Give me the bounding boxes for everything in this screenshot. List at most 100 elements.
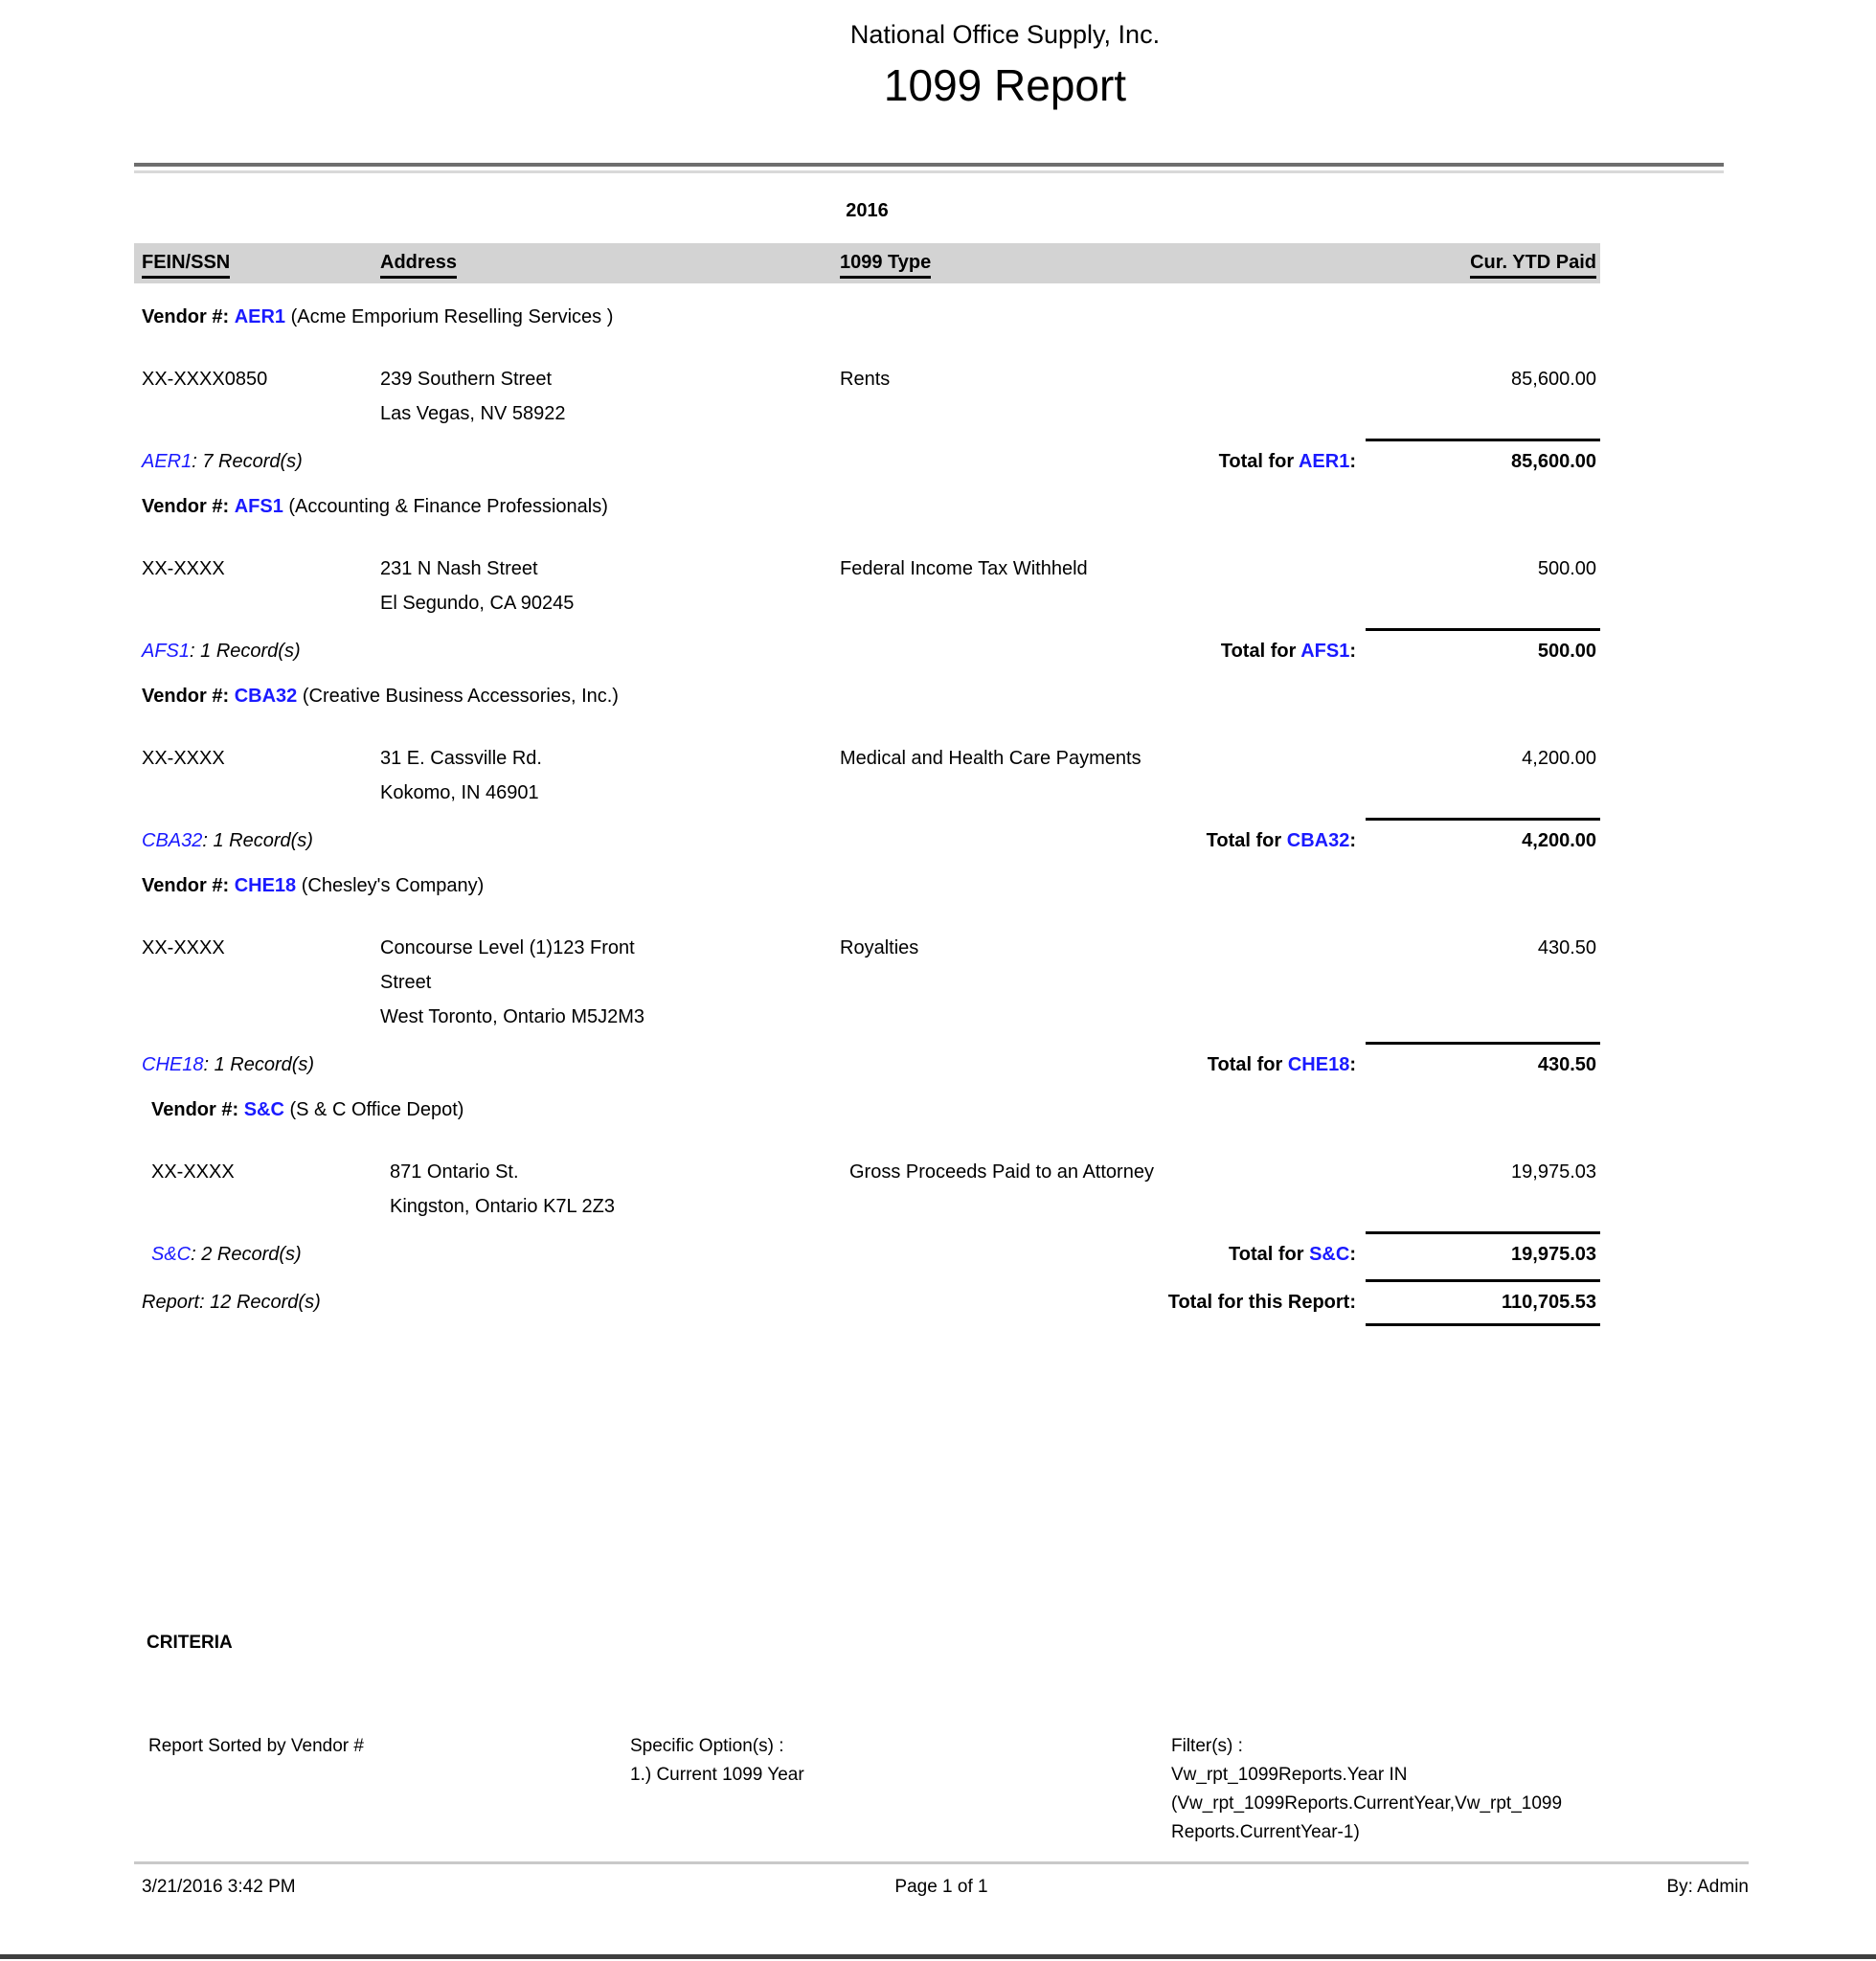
footer-divider [134, 1861, 1749, 1864]
title-divider [134, 163, 1724, 173]
report-totals-row: Report: 12 Record(s) Total for this Repo… [134, 1279, 1600, 1326]
footer-page-number: Page 1 of 1 [894, 1877, 988, 1897]
cell-fein: XX-XXXX [142, 558, 225, 579]
cell-amount: 430.50 [1537, 937, 1596, 958]
vendor-code: AER1 [234, 306, 286, 327]
column-header-address: Address [380, 252, 840, 279]
column-header-fein: FEIN/SSN [134, 252, 380, 279]
vendor-heading: Vendor #: AFS1 (Accounting & Finance Pro… [134, 494, 1600, 519]
specific-option-1: 1.) Current 1099 Year [630, 1765, 804, 1785]
vendor-record-count: S&C: 2 Record(s) [151, 1244, 302, 1265]
report-footer: 3/21/2016 3:42 PM Page 1 of 1 By: Admin [134, 1877, 1749, 1898]
vendor-totals-row: CHE18: 1 Record(s) Total for CHE18: 430.… [134, 1042, 1600, 1076]
window-bottom-edge [0, 1954, 1876, 1959]
cell-address: Concourse Level (1)123 Front Street West… [380, 937, 645, 1027]
vendor-totals-row: AFS1: 1 Record(s) Total for AFS1: 500.00 [134, 628, 1600, 663]
vendor-name: (S & C Office Depot) [289, 1099, 464, 1120]
vendor-total-label: Total for AFS1: [1220, 641, 1356, 662]
cell-address: 239 Southern Street Las Vegas, NV 58922 [380, 369, 566, 424]
filter-line: (Vw_rpt_1099Reports.CurrentYear,Vw_rpt_1… [1171, 1793, 1563, 1814]
criteria-specific-options: Specific Option(s) : 1.) Current 1099 Ye… [618, 1732, 1020, 1847]
vendor-name: (Accounting & Finance Professionals) [288, 496, 608, 517]
vendor-heading: Vendor #: S&C (S & C Office Depot) [144, 1097, 1600, 1122]
cell-1099-type: Rents [840, 369, 891, 390]
page-title: 1099 Report [883, 60, 1127, 110]
vendor-label: Vendor #: [142, 496, 230, 517]
report-record-count: Report: 12 Record(s) [142, 1292, 321, 1313]
vendor-code: CHE18 [234, 875, 297, 896]
report-year: 2016 [846, 200, 889, 221]
report-total-amount: 110,705.53 [1366, 1279, 1600, 1326]
criteria-filters: Filter(s) : Vw_rpt_1099Reports.Year IN (… [1171, 1732, 1707, 1847]
vendor-section-aer1: Vendor #: AER1 (Acme Emporium Reselling … [134, 304, 1600, 473]
divider-line-dark [134, 163, 1724, 167]
vendor-total-amount: 4,200.00 [1366, 818, 1600, 852]
footer-datetime: 3/21/2016 3:42 PM [142, 1877, 296, 1897]
table-row: XX-XXXX0850 239 Southern Street Las Vega… [134, 362, 1600, 431]
criteria-sorted-by: Report Sorted by Vendor # [148, 1736, 364, 1756]
vendor-heading: Vendor #: CBA32 (Creative Business Acces… [134, 684, 1600, 709]
filter-line: Vw_rpt_1099Reports.Year IN [1171, 1765, 1408, 1785]
vendor-code: CBA32 [234, 686, 298, 707]
cell-amount: 500.00 [1537, 558, 1596, 579]
vendor-heading: Vendor #: AER1 (Acme Emporium Reselling … [134, 304, 1600, 329]
criteria-section: CRITERIA Report Sorted by Vendor # Speci… [134, 1633, 1762, 1847]
vendor-totals-row: CBA32: 1 Record(s) Total for CBA32: 4,20… [134, 818, 1600, 852]
filter-line: Reports.CurrentYear-1) [1171, 1822, 1360, 1842]
table-row: XX-XXXX 31 E. Cassville Rd. Kokomo, IN 4… [134, 741, 1600, 810]
vendor-totals-row: AER1: 7 Record(s) Total for AER1: 85,600… [134, 439, 1600, 473]
vendor-code: AFS1 [234, 496, 283, 517]
cell-1099-type: Royalties [840, 937, 919, 958]
vendor-label: Vendor #: [142, 686, 230, 707]
table-header-row: FEIN/SSN Address 1099 Type Cur. YTD Paid [134, 243, 1600, 283]
vendor-name: (Acme Emporium Reselling Services ) [290, 306, 614, 327]
vendor-section-sc: Vendor #: S&C (S & C Office Depot) XX-XX… [144, 1097, 1600, 1266]
criteria-heading: CRITERIA [147, 1633, 233, 1653]
cell-address: 871 Ontario St. Kingston, Ontario K7L 2Z… [390, 1161, 615, 1217]
vendor-total-label: Total for CBA32: [1206, 830, 1356, 851]
footer-generated-by: By: Admin [1666, 1877, 1749, 1897]
specific-options-label: Specific Option(s) : [630, 1736, 784, 1756]
vendor-record-count: CBA32: 1 Record(s) [142, 830, 313, 851]
vendor-label: Vendor #: [151, 1099, 239, 1120]
cell-amount: 19,975.03 [1511, 1161, 1596, 1183]
cell-amount: 85,600.00 [1511, 369, 1596, 390]
report-header: National Office Supply, Inc. 1099 Report [134, 0, 1876, 113]
cell-1099-type: Federal Income Tax Withheld [840, 558, 1088, 579]
vendor-name: (Creative Business Accessories, Inc.) [302, 686, 619, 707]
cell-fein: XX-XXXX0850 [142, 369, 268, 390]
cell-fein: XX-XXXX [142, 748, 225, 769]
vendor-label: Vendor #: [142, 875, 230, 896]
divider-line-light [134, 170, 1724, 173]
vendor-section-cba32: Vendor #: CBA32 (Creative Business Acces… [134, 684, 1600, 852]
table-row: XX-XXXX 871 Ontario St. Kingston, Ontari… [144, 1155, 1600, 1224]
vendor-record-count: AFS1: 1 Record(s) [142, 641, 301, 662]
vendor-code: S&C [243, 1099, 284, 1120]
cell-fein: XX-XXXX [142, 937, 225, 958]
vendor-total-amount: 430.50 [1366, 1042, 1600, 1076]
vendor-total-label: Total for CHE18: [1207, 1054, 1356, 1075]
vendor-total-amount: 19,975.03 [1366, 1231, 1600, 1266]
table-row: XX-XXXX Concourse Level (1)123 Front Str… [134, 931, 1600, 1034]
report-total-label: Total for this Report: [1167, 1292, 1356, 1313]
filters-label: Filter(s) : [1171, 1736, 1243, 1756]
cell-address: 31 E. Cassville Rd. Kokomo, IN 46901 [380, 748, 542, 803]
column-header-1099-type: 1099 Type [840, 252, 1366, 279]
vendor-total-amount: 85,600.00 [1366, 439, 1600, 473]
cell-amount: 4,200.00 [1522, 748, 1596, 769]
vendor-record-count: AER1: 7 Record(s) [142, 451, 303, 472]
cell-1099-type: Medical and Health Care Payments [840, 748, 1141, 769]
vendor-total-label: Total for AER1: [1218, 451, 1356, 472]
vendor-heading: Vendor #: CHE18 (Chesley's Company) [134, 873, 1600, 898]
company-name: National Office Supply, Inc. [849, 20, 1161, 49]
vendor-section-afs1: Vendor #: AFS1 (Accounting & Finance Pro… [134, 494, 1600, 663]
vendor-label: Vendor #: [142, 306, 230, 327]
vendor-record-count: CHE18: 1 Record(s) [142, 1054, 315, 1075]
table-row: XX-XXXX 231 N Nash Street El Segundo, CA… [134, 552, 1600, 620]
criteria-row: Report Sorted by Vendor # Specific Optio… [134, 1732, 1762, 1847]
vendor-total-label: Total for S&C: [1229, 1244, 1356, 1265]
vendor-section-che18: Vendor #: CHE18 (Chesley's Company) XX-X… [134, 873, 1600, 1076]
cell-address: 231 N Nash Street El Segundo, CA 90245 [380, 558, 575, 614]
cell-1099-type: Gross Proceeds Paid to an Attorney [849, 1161, 1154, 1183]
